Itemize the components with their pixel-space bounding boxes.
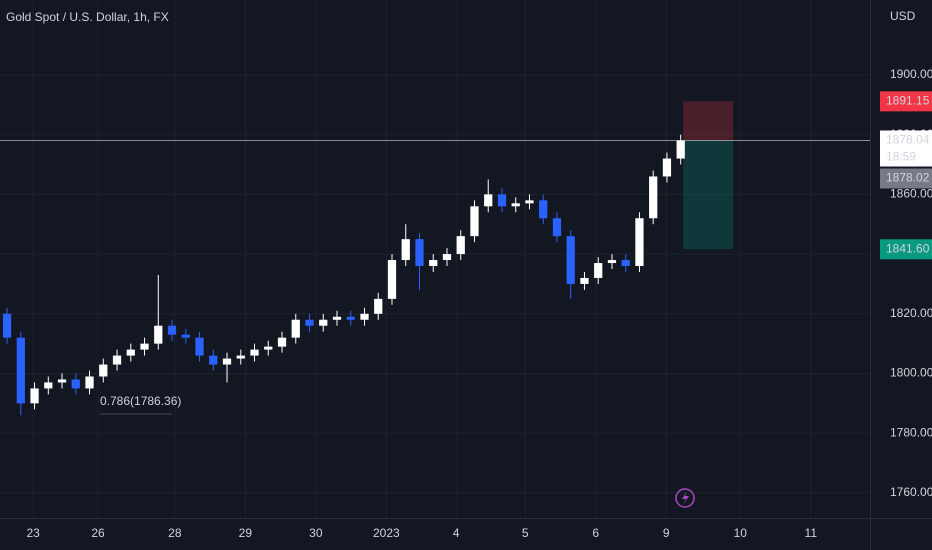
target-zone xyxy=(683,140,734,250)
candle-body xyxy=(319,319,328,326)
candle-body xyxy=(525,200,534,204)
last-price-label: 1878.04 xyxy=(886,133,930,147)
stop-zone xyxy=(683,101,734,141)
candle-body xyxy=(470,206,479,237)
candle-body xyxy=(71,379,80,389)
candle-body xyxy=(305,319,314,326)
stop-loss-label: 1891.15 xyxy=(886,94,930,108)
y-tick-label: 1860.00 xyxy=(890,187,932,201)
candle-body xyxy=(209,355,218,365)
y-tick-label: 1780.00 xyxy=(890,425,932,439)
candle-body xyxy=(16,337,25,404)
candle-body xyxy=(85,376,94,389)
y-tick-label: 1820.00 xyxy=(890,306,932,320)
candle-body xyxy=(57,379,67,383)
x-tick-label: 23 xyxy=(26,526,40,540)
candle-body xyxy=(676,140,685,159)
candle-body xyxy=(387,260,397,299)
candle-body xyxy=(346,316,355,320)
candle-body xyxy=(140,343,149,350)
candle-body xyxy=(374,298,383,314)
candle-body xyxy=(635,218,644,267)
candle-body xyxy=(594,263,603,278)
candle-body xyxy=(566,236,575,284)
candle-body xyxy=(44,382,53,389)
x-tick-label: 10 xyxy=(734,526,748,540)
x-tick-label: 9 xyxy=(663,526,670,540)
candle-body xyxy=(497,194,507,207)
candle-body xyxy=(222,358,232,365)
take-profit-label: 1841.60 xyxy=(886,241,930,255)
take-profit-label-bg xyxy=(880,239,932,260)
grid xyxy=(0,0,870,518)
candle-body xyxy=(99,364,108,377)
x-tick-label: 26 xyxy=(91,526,105,540)
y-tick-label: 1760.00 xyxy=(890,485,932,499)
alert-bolt[interactable] xyxy=(682,491,689,505)
candle-body xyxy=(126,349,135,356)
currency-label: USD xyxy=(890,9,916,23)
candle-body xyxy=(607,260,617,264)
candle-body xyxy=(539,200,548,219)
x-tick-label: 6 xyxy=(592,526,599,540)
candle-body xyxy=(401,239,410,261)
candle-body xyxy=(649,176,658,219)
x-tick-label: 11 xyxy=(805,526,818,540)
alert-icon[interactable] xyxy=(675,488,695,508)
y-tick-label: 1800.00 xyxy=(890,366,932,380)
candle-body xyxy=(30,388,39,404)
alert-circle[interactable] xyxy=(675,488,695,508)
candle-body xyxy=(181,334,190,338)
x-tick-label: 2023 xyxy=(373,526,400,540)
candle-body xyxy=(277,337,287,347)
candle-body xyxy=(484,194,493,207)
candle-body xyxy=(360,313,369,320)
candle-body xyxy=(429,260,438,267)
chart-title: Gold Spot / U.S. Dollar, 1h, FX xyxy=(6,10,169,24)
fib-label: 0.786(1786.36) xyxy=(100,394,181,408)
candle-body xyxy=(415,239,424,267)
candle-body xyxy=(264,346,273,350)
y-tick-label: 1900.00 xyxy=(890,67,932,81)
candle-body xyxy=(456,236,465,255)
candle-body xyxy=(195,337,204,356)
x-tick-label: 4 xyxy=(453,526,460,540)
candle-body xyxy=(332,316,342,320)
x-tick-label: 30 xyxy=(309,526,323,540)
candle-body xyxy=(112,355,122,365)
marker-price-label: 1878.02 xyxy=(886,171,930,185)
x-tick-label: 5 xyxy=(522,526,529,540)
candle-body xyxy=(2,313,12,338)
candle-body xyxy=(236,355,245,359)
candle-body xyxy=(291,319,300,338)
countdown: 18:59 xyxy=(886,150,916,164)
candle-body xyxy=(442,254,452,261)
x-tick-label: 29 xyxy=(239,526,253,540)
candle-body xyxy=(154,325,163,344)
stop-loss-label-bg xyxy=(880,91,932,112)
candle-body xyxy=(621,260,630,267)
candle-body xyxy=(662,158,672,177)
x-tick-label: 28 xyxy=(168,526,182,540)
candle-body xyxy=(552,218,562,237)
candle-body xyxy=(511,203,520,207)
candle-body xyxy=(167,325,177,335)
last-price-label-bg xyxy=(880,130,932,167)
candle-body xyxy=(580,277,589,284)
marker-price-bg xyxy=(880,168,932,189)
candle-body xyxy=(250,349,259,356)
